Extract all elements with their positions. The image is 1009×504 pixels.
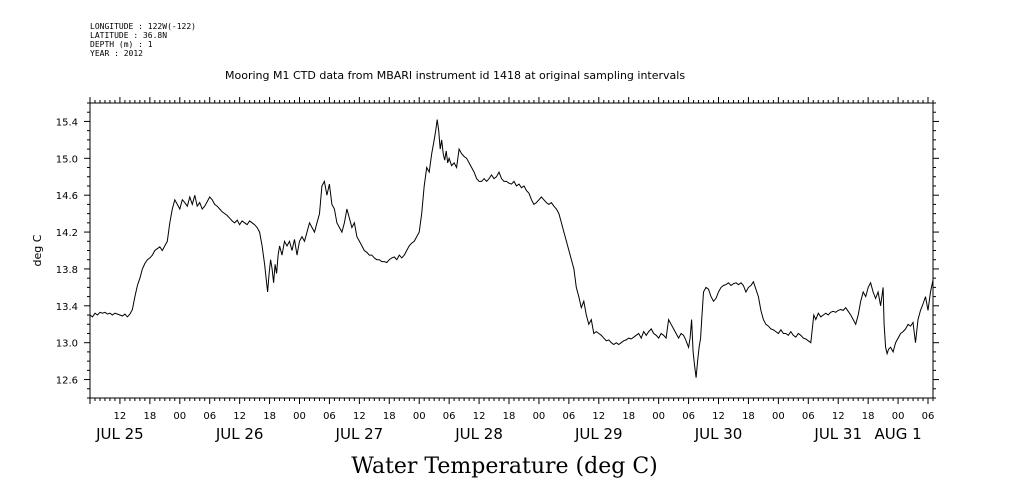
x-hour-label: 00 [772, 411, 785, 422]
x-day-label: JUL 30 [694, 425, 743, 443]
x-hour-label: 06 [443, 411, 456, 422]
y-tick-label: 13.4 [56, 302, 78, 313]
x-hour-label: 00 [533, 411, 546, 422]
y-tick-label: 13.8 [56, 265, 78, 276]
year-text: YEAR : 2012 [90, 49, 143, 58]
x-hour-label: 18 [622, 411, 635, 422]
x-day-label: AUG 1 [874, 425, 921, 443]
x-hour-label: 06 [323, 411, 336, 422]
x-day-label: JUL 27 [335, 425, 384, 443]
x-hour-label: 00 [892, 411, 905, 422]
metadata-block: LONGITUDE : 122W(-122) LATITUDE : 36.8N … [90, 22, 196, 58]
x-hour-label: 18 [742, 411, 755, 422]
x-hour-label: 06 [682, 411, 695, 422]
y-tick-label: 13.0 [56, 339, 78, 350]
x-hour-label: 18 [143, 411, 156, 422]
x-day-label: JUL 31 [813, 425, 862, 443]
x-hour-label: 00 [173, 411, 186, 422]
x-hour-label: 12 [233, 411, 246, 422]
temperature-series-line [89, 119, 934, 378]
x-hour-label: 18 [383, 411, 396, 422]
latitude-text: LATITUDE : 36.8N [90, 31, 168, 40]
x-day-label: JUL 29 [574, 425, 623, 443]
chart-caption: Water Temperature (deg C) [351, 454, 658, 479]
x-hour-label: 12 [114, 411, 127, 422]
x-hour-label: 00 [652, 411, 665, 422]
depth-text: DEPTH (m) : 1 [90, 40, 153, 49]
x-hour-label: 18 [263, 411, 276, 422]
x-day-label: JUL 26 [215, 425, 264, 443]
x-hour-label: 18 [503, 411, 516, 422]
y-tick-label: 15.4 [56, 117, 78, 128]
x-hour-label: 12 [473, 411, 486, 422]
x-day-label: JUL 25 [95, 425, 144, 443]
x-hour-label: 12 [353, 411, 366, 422]
y-tick-label: 14.6 [56, 191, 78, 202]
x-hour-label: 18 [862, 411, 875, 422]
x-hour-label: 06 [802, 411, 815, 422]
longitude-text: LONGITUDE : 122W(-122) [90, 22, 196, 31]
x-day-label: JUL 28 [454, 425, 503, 443]
chart-title: Mooring M1 CTD data from MBARI instrumen… [225, 69, 686, 82]
y-tick-label: 15.0 [56, 154, 78, 165]
x-hour-label: 00 [413, 411, 426, 422]
x-hour-label: 06 [562, 411, 575, 422]
x-hour-label: 00 [293, 411, 306, 422]
y-tick-label: 12.6 [56, 376, 78, 387]
plot-frame [89, 102, 934, 399]
x-hour-label: 12 [712, 411, 725, 422]
x-hour-label: 06 [922, 411, 935, 422]
x-hour-label: 12 [592, 411, 605, 422]
y-tick-label: 14.2 [56, 228, 78, 239]
x-hour-label: 12 [832, 411, 845, 422]
y-axis-label: deg C [31, 234, 44, 266]
x-hour-label: 06 [203, 411, 216, 422]
